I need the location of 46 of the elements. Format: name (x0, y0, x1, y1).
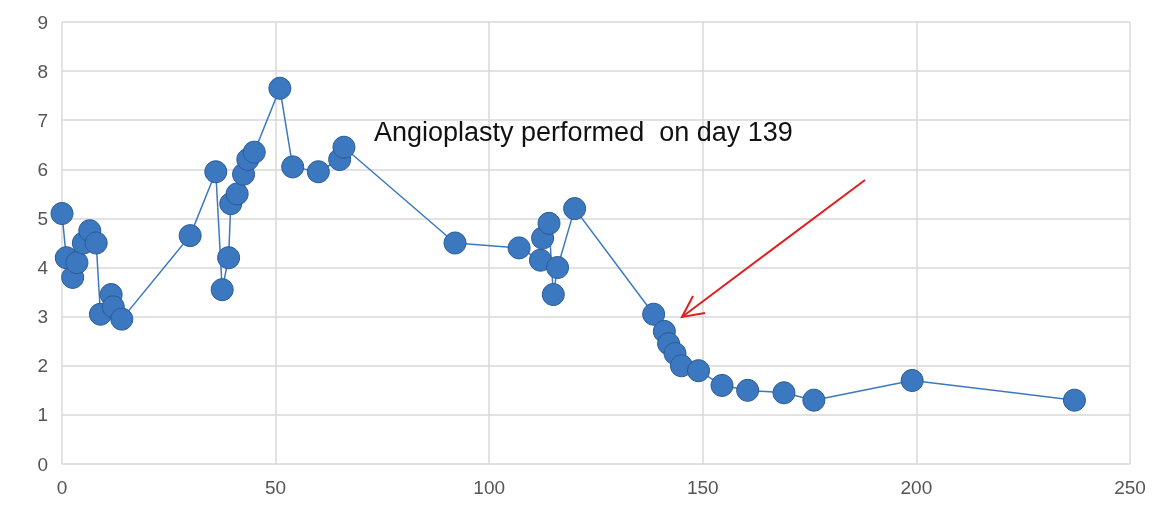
x-tick-label: 100 (473, 477, 506, 498)
x-tick-label: 50 (265, 477, 287, 498)
point (563, 197, 587, 221)
point (210, 278, 234, 302)
point (65, 251, 89, 275)
y-tick-label: 0 (37, 453, 48, 475)
point (268, 76, 292, 100)
x-tick-label: 200 (900, 477, 933, 498)
point (710, 373, 734, 397)
point (642, 302, 666, 326)
point (507, 236, 531, 260)
point (50, 202, 74, 226)
point (225, 182, 249, 206)
point (204, 160, 228, 184)
point (541, 283, 565, 307)
y-tick-label: 4 (37, 257, 49, 279)
point (528, 248, 552, 272)
annotation: Angioplasty performed on day 139 (374, 116, 793, 147)
point (802, 388, 826, 412)
y-tick-label: 1 (37, 404, 48, 426)
y-tick-label: 7 (37, 109, 48, 131)
point (687, 359, 711, 383)
point (217, 246, 241, 270)
x-tick-label: 250 (1114, 477, 1146, 498)
y-tick-label: 3 (37, 306, 48, 328)
y-tick-label: 9 (37, 11, 48, 33)
point (242, 140, 266, 164)
point (736, 378, 760, 402)
x-tick-label: 150 (686, 477, 719, 498)
point (772, 381, 796, 405)
point (178, 224, 202, 248)
y-tick-label: 6 (37, 158, 48, 180)
point (306, 160, 330, 184)
point (332, 135, 356, 159)
point (84, 231, 108, 255)
y-tick-label: 5 (37, 207, 48, 229)
y-tick-label: 2 (37, 355, 48, 377)
point (546, 256, 570, 280)
point (900, 369, 924, 392)
point (443, 231, 467, 255)
point (110, 307, 134, 331)
point (537, 211, 561, 235)
y-tick-label: 8 (37, 60, 48, 82)
point (1062, 388, 1086, 412)
point (281, 155, 305, 179)
x-tick-label: 0 (56, 477, 68, 498)
